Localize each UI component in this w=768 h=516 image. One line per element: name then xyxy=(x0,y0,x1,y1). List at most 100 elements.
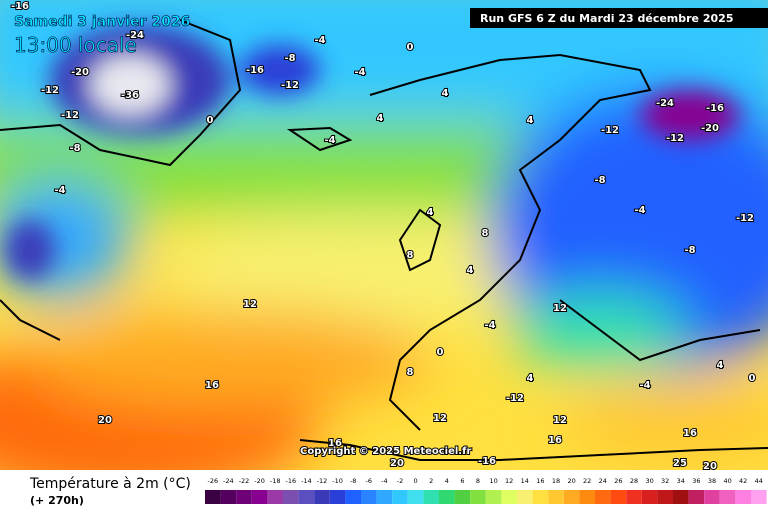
legend-label: 8 xyxy=(476,477,480,485)
legend-swatch xyxy=(251,490,268,504)
isotherm-label: -4 xyxy=(484,320,495,331)
legend-label: 10 xyxy=(489,477,497,485)
isotherm-label: 25 xyxy=(673,458,687,469)
legend-swatch xyxy=(501,490,517,504)
isotherm-label: -4 xyxy=(324,135,335,146)
legend-swatch xyxy=(579,490,595,504)
temperature-field xyxy=(0,0,768,500)
legend-swatch xyxy=(548,490,564,504)
legend-swatch xyxy=(532,490,549,504)
legend-label: -16 xyxy=(285,477,296,485)
copyright: Copyright © 2025 Meteociel.fr xyxy=(300,446,471,457)
isotherm-labels: -16 -24 -4 -8 -16 -12 -20 -36 -12 -12 -8 -4 0 -4 0 -4 4 4… xyxy=(10,0,757,473)
legend-swatch xyxy=(236,490,252,504)
legend-swatch xyxy=(563,490,580,504)
isotherm-label: -4 xyxy=(354,67,365,78)
isotherm-label: 20 xyxy=(98,415,112,426)
legend-swatch xyxy=(423,490,439,504)
legend-label: 30 xyxy=(645,477,653,485)
legend-swatch xyxy=(673,490,689,504)
legend-label: 4 xyxy=(445,477,449,485)
isotherm-label: 0 xyxy=(749,373,756,384)
legend-swatch xyxy=(626,490,642,504)
isotherm-label: 4 xyxy=(467,265,474,276)
legend-label: -14 xyxy=(301,477,312,485)
legend-label: -2 xyxy=(397,477,403,485)
legend-label: 40 xyxy=(723,477,731,485)
isotherm-label: 12 xyxy=(433,413,447,424)
isotherm-label: 4 xyxy=(427,207,434,218)
isotherm-label: -4 xyxy=(639,380,650,391)
legend-label: -8 xyxy=(350,477,356,485)
legend-swatch xyxy=(205,490,221,504)
isotherm-label: 8 xyxy=(407,367,414,378)
isotherm-label: -12 xyxy=(736,213,754,224)
isotherm-label: 0 xyxy=(407,42,414,53)
isotherm-label: 16 xyxy=(328,438,342,449)
isotherm-label: 12 xyxy=(243,299,257,310)
legend-label: 34 xyxy=(677,477,685,485)
legend-label: -10 xyxy=(332,477,343,485)
legend-label: -4 xyxy=(381,477,387,485)
isotherm-label: 4 xyxy=(527,115,534,126)
isotherm-label: 12 xyxy=(553,415,567,426)
isotherm-label: -4 xyxy=(634,205,645,216)
legend-swatch xyxy=(704,490,720,504)
isotherm-label: -16 xyxy=(11,1,29,12)
legend-label: -12 xyxy=(317,477,328,485)
isotherm-label: -20 xyxy=(701,123,719,134)
legend-swatch xyxy=(485,490,502,504)
isotherm-label: 0 xyxy=(437,347,444,358)
date-title: Samedi 3 janvier 2026 xyxy=(14,14,190,30)
isotherm-label: 16 xyxy=(683,428,697,439)
legend-label: 0 xyxy=(414,477,418,485)
legend-swatch xyxy=(392,490,408,504)
legend-swatch xyxy=(595,490,611,504)
isotherm-label: -8 xyxy=(284,53,295,64)
legend-swatch xyxy=(751,490,767,504)
isotherm-label: 4 xyxy=(377,113,384,124)
legend-label: 36 xyxy=(692,477,700,485)
isotherm-label: 20 xyxy=(390,458,404,469)
isotherm-label: -12 xyxy=(281,80,299,91)
legend-swatch xyxy=(454,490,471,504)
legend-swatch xyxy=(298,490,315,504)
run-box xyxy=(470,8,768,28)
legend-label: 28 xyxy=(630,477,638,485)
legend-swatch xyxy=(470,490,486,504)
isotherm-label: -20 xyxy=(71,67,89,78)
legend-label: 26 xyxy=(614,477,622,485)
legend-swatch xyxy=(376,490,393,504)
time-title: 13:00 locale xyxy=(14,33,137,57)
legend-label: -22 xyxy=(239,477,250,485)
legend-swatch xyxy=(314,490,330,504)
legend-swatch xyxy=(283,490,299,504)
legend-label: 14 xyxy=(521,477,529,485)
legend-label: 20 xyxy=(567,477,575,485)
legend-swatch xyxy=(641,490,658,504)
isotherm-label: 12 xyxy=(553,303,567,314)
isotherm-label: -4 xyxy=(54,185,65,196)
legend-label: -6 xyxy=(366,477,372,485)
isotherm-label: -12 xyxy=(61,110,79,121)
legend-label: 12 xyxy=(505,477,513,485)
legend-swatch xyxy=(688,490,705,504)
legend-swatch xyxy=(719,490,736,504)
isotherm-label: -24 xyxy=(656,98,674,109)
legend-label: 2 xyxy=(429,477,433,485)
coastlines xyxy=(0,19,768,461)
legend-label: 6 xyxy=(460,477,464,485)
legend-label: 16 xyxy=(536,477,544,485)
legend-label: -24 xyxy=(223,477,234,485)
legend-swatch xyxy=(220,490,237,504)
isotherm-label: 4 xyxy=(717,360,724,371)
legend-label: -26 xyxy=(207,477,218,485)
legend-label: 22 xyxy=(583,477,591,485)
isotherm-label: -12 xyxy=(41,85,59,96)
isotherm-label: -12 xyxy=(666,133,684,144)
isotherm-label: -4 xyxy=(314,35,325,46)
isotherm-label: 4 xyxy=(442,88,449,99)
legend-swatch xyxy=(267,490,283,504)
run-info: Run GFS 6 Z du Mardi 23 décembre 2025 xyxy=(480,12,733,25)
